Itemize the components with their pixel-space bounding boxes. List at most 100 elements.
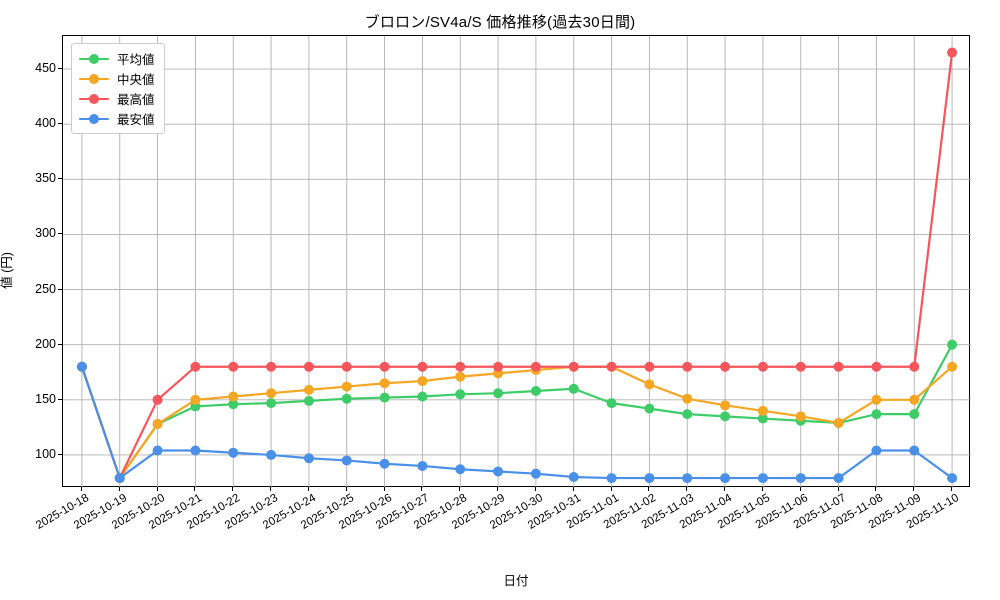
data-point (303, 453, 314, 464)
data-point (303, 384, 314, 395)
data-point (682, 473, 693, 484)
y-tick-mark (58, 178, 62, 180)
data-point (266, 449, 277, 460)
data-point (568, 383, 579, 394)
plot-area (62, 35, 971, 488)
legend-marker-dot (89, 93, 99, 104)
data-point (530, 385, 541, 396)
data-point (909, 445, 920, 456)
data-point (266, 388, 277, 399)
series-line (80, 51, 954, 480)
y-tick-label: 100 (35, 446, 56, 461)
data-point (947, 473, 958, 484)
y-axis-tick-labels: 100 150 200 250 300 350 400 450 (6, 35, 56, 487)
data-point (76, 361, 87, 372)
data-point (833, 473, 844, 484)
legend-swatch-icon (79, 113, 109, 125)
data-point (644, 473, 655, 484)
data-series-1 (76, 339, 958, 484)
x-tick-mark (383, 487, 385, 491)
data-point (417, 460, 428, 471)
x-tick-mark (837, 487, 839, 491)
y-tick-mark (58, 123, 62, 125)
data-point (871, 445, 882, 456)
data-point (795, 411, 806, 422)
data-point (228, 399, 239, 410)
data-point (757, 473, 768, 484)
data-point (644, 403, 655, 414)
legend-marker-dot (89, 113, 99, 124)
data-series-3 (76, 47, 958, 484)
data-point (341, 361, 352, 372)
y-tick-label: 150 (35, 391, 56, 406)
data-point (757, 413, 768, 424)
y-tick-mark (58, 398, 62, 400)
chart-legend: 平均値中央値最高値最安値 (71, 43, 165, 134)
legend-item-3[interactable]: 最高値 (79, 90, 155, 107)
x-tick-mark (497, 487, 499, 491)
x-tick-mark (345, 487, 347, 491)
data-point (228, 447, 239, 458)
data-point (720, 473, 731, 484)
data-point (871, 361, 882, 372)
x-tick-mark (534, 487, 536, 491)
data-point (909, 409, 920, 420)
data-point (795, 361, 806, 372)
y-tick-label: 400 (35, 116, 56, 131)
x-tick-mark (610, 487, 612, 491)
y-tick-label: 450 (35, 61, 56, 76)
data-point (417, 391, 428, 402)
legend-label: 最高値 (117, 93, 155, 107)
data-point (947, 339, 958, 350)
data-series-layer (76, 47, 958, 484)
data-point (379, 392, 390, 403)
y-tick-mark (58, 343, 62, 345)
legend-item-1[interactable]: 平均値 (79, 50, 155, 67)
data-point (757, 361, 768, 372)
data-point (795, 473, 806, 484)
data-point (720, 411, 731, 422)
data-point (871, 409, 882, 420)
legend-item-4[interactable]: 最安値 (79, 110, 155, 127)
legend-label: 最安値 (117, 113, 155, 127)
legend-item-2[interactable]: 中央値 (79, 70, 155, 87)
legend-swatch-icon (79, 93, 109, 105)
data-point (190, 361, 201, 372)
x-axis-tick-marks (62, 487, 970, 493)
data-point (644, 361, 655, 372)
x-tick-mark (724, 487, 726, 491)
data-point (190, 394, 201, 405)
x-axis-label: 日付 (503, 574, 529, 588)
data-point (493, 466, 504, 477)
data-point (190, 445, 201, 456)
data-point (152, 419, 163, 430)
y-tick-mark (58, 233, 62, 235)
legend-label: 中央値 (117, 73, 155, 87)
series-line (80, 365, 954, 480)
data-point (455, 361, 466, 372)
x-tick-mark (648, 487, 650, 491)
data-point (417, 376, 428, 387)
data-point (455, 389, 466, 400)
data-point (909, 361, 920, 372)
legend-swatch-icon (79, 73, 109, 85)
x-tick-mark (913, 487, 915, 491)
x-axis-tick-labels: 2025-10-18 2025-10-19 2025-10-20 2025-10-21… (34, 492, 970, 572)
data-point (152, 394, 163, 405)
chart-title: ブロロン/SV4a/S 価格推移(過去30日間) (364, 14, 636, 31)
data-point (493, 361, 504, 372)
data-point (303, 395, 314, 406)
data-point (455, 371, 466, 382)
data-point (833, 361, 844, 372)
x-tick-mark (875, 487, 877, 491)
data-point (606, 361, 617, 372)
data-point (947, 361, 958, 372)
y-tick-label: 300 (35, 226, 56, 241)
series-line (80, 365, 954, 480)
data-point (947, 47, 958, 58)
data-point (644, 379, 655, 390)
data-point (341, 381, 352, 392)
data-point (303, 361, 314, 372)
data-point (568, 471, 579, 482)
data-point (682, 409, 693, 420)
